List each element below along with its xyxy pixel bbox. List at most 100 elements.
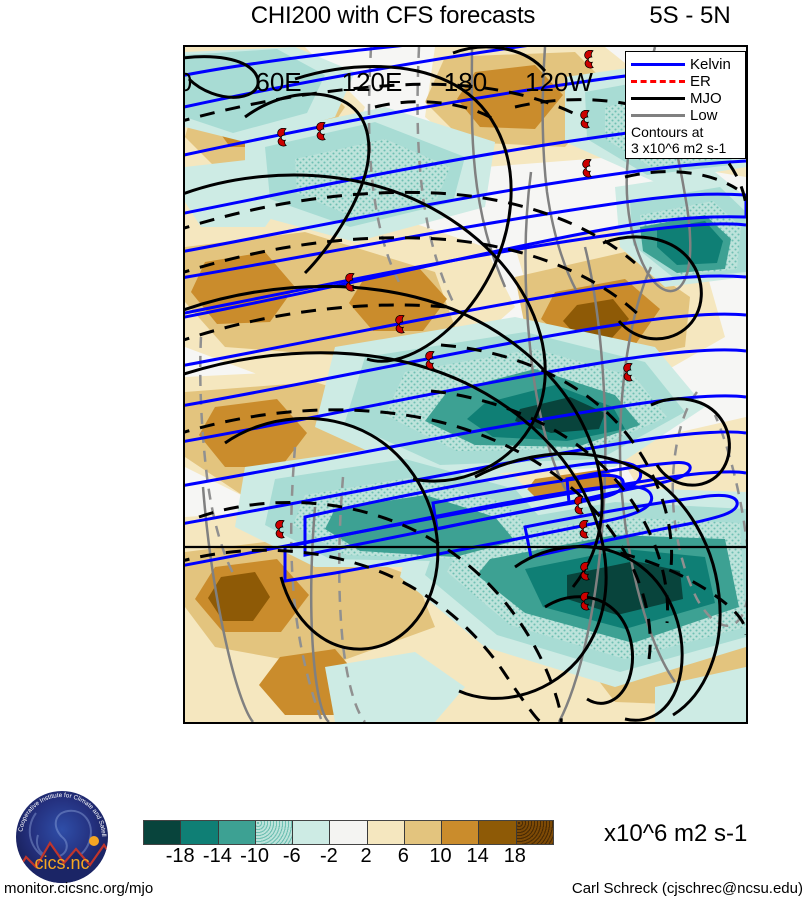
y-tick-right	[746, 722, 748, 724]
y-tick-major	[183, 216, 185, 218]
colorbar-tick-2: 2	[360, 845, 372, 867]
colorbar-units-label: x10^6 m2 s-1	[604, 820, 748, 847]
x-tick-major	[653, 722, 655, 724]
colorbar-cell-7	[404, 821, 443, 844]
tropical-cyclone-icon	[622, 363, 635, 382]
x-axis-label-120w: 120W	[525, 67, 593, 97]
y-tick-minor	[183, 300, 185, 302]
x-tick-minor	[232, 722, 234, 724]
tropical-cyclone-icon	[579, 110, 592, 129]
colorbar-cell-6	[367, 821, 405, 844]
tropical-cyclone-icon	[394, 315, 407, 334]
y-tick-right	[746, 342, 748, 344]
x-axis-label-60e: 60E	[255, 67, 302, 97]
tropical-cyclone-icon	[578, 519, 591, 539]
y-tick-right	[746, 427, 748, 429]
x-tick-top	[559, 45, 561, 47]
colorbar-cell-1	[181, 821, 219, 844]
colorbar-cell-0	[144, 821, 182, 844]
colorbar-cell-5	[330, 821, 368, 844]
x-tick-top	[232, 45, 234, 47]
x-tick-major	[279, 722, 281, 724]
colorbar-cell-9	[479, 821, 517, 844]
tropical-cyclone-marker-layer	[185, 47, 746, 722]
hovmoller-plot: 25 Mar22 Apr20 May17 Jun15 Jul 060E120E1…	[183, 45, 748, 724]
x-tick-minor	[606, 722, 608, 724]
colorbar-tick--18: -18	[165, 845, 195, 867]
y-tick-right	[746, 89, 748, 91]
legend-item-er: ER	[631, 73, 740, 90]
colorbar-tick--2: -2	[320, 845, 338, 867]
logo-sun-icon	[89, 836, 99, 846]
colorbar-tick-10: 10	[429, 845, 452, 867]
y-tick-major	[183, 553, 185, 555]
footer-url[interactable]: monitor.cicsnc.org/mjo	[4, 880, 154, 897]
x-tick-top	[325, 45, 327, 47]
x-tick-major	[746, 722, 748, 724]
y-tick-minor	[183, 174, 185, 176]
x-tick-major	[466, 722, 468, 724]
x-tick-top	[185, 45, 187, 47]
x-tick-top	[606, 45, 608, 47]
colorbar-cell-3	[255, 821, 294, 844]
tropical-cyclone-icon	[424, 351, 437, 370]
y-tick-right	[746, 595, 748, 597]
legend: Kelvin ER MJO Low Contours at 3 x10^6 m2…	[625, 51, 746, 159]
legend-item-kelvin: Kelvin	[631, 56, 740, 73]
y-tick-minor	[183, 258, 185, 260]
colorbar-tick-14: 14	[466, 845, 489, 867]
x-tick-minor	[419, 722, 421, 724]
y-tick-major	[183, 47, 185, 49]
tropical-cyclone-icon	[581, 158, 594, 178]
x-tick-top	[372, 45, 374, 47]
page-title: CHI200 with CFS forecasts	[250, 2, 536, 29]
y-tick-right	[746, 258, 748, 260]
tropical-cyclone-icon	[579, 562, 592, 581]
legend-item-mjo: MJO	[631, 90, 740, 107]
y-tick-right	[746, 174, 748, 176]
x-tick-major	[559, 722, 561, 724]
tropical-cyclone-icon	[583, 49, 596, 69]
y-tick-major	[183, 722, 185, 724]
colorbar-cell-2	[218, 821, 256, 844]
x-axis-label-120e: 120E	[341, 67, 403, 97]
x-tick-top	[653, 45, 655, 47]
tropical-cyclone-icon	[344, 272, 357, 292]
x-tick-top	[419, 45, 421, 47]
colorbar	[143, 820, 554, 845]
x-tick-top	[699, 45, 701, 47]
legend-note-line2: 3 x10^6 m2 s-1	[631, 140, 727, 156]
plot-canvas	[185, 47, 746, 722]
y-tick-minor	[183, 680, 185, 682]
y-tick-right	[746, 216, 748, 218]
x-axis-label-180: 180	[443, 67, 488, 97]
x-tick-major	[372, 722, 374, 724]
legend-label-kelvin: Kelvin	[690, 56, 731, 73]
colorbar-tick--14: -14	[202, 845, 232, 867]
x-tick-top	[746, 45, 748, 47]
colorbar-tick--10: -10	[240, 845, 269, 867]
mjo-line-swatch	[631, 97, 685, 100]
colorbar-cell-10	[516, 821, 553, 844]
y-tick-right	[746, 385, 748, 387]
x-tick-minor	[325, 722, 327, 724]
legend-label-er: ER	[690, 73, 711, 90]
legend-label-mjo: MJO	[690, 90, 722, 107]
y-tick-major	[183, 385, 185, 387]
y-tick-right	[746, 511, 748, 513]
y-tick-right	[746, 553, 748, 555]
y-tick-minor	[183, 469, 185, 471]
y-tick-minor	[183, 342, 185, 344]
y-tick-minor	[183, 638, 185, 640]
x-tick-top	[466, 45, 468, 47]
colorbar-tick--6: -6	[282, 845, 301, 867]
legend-item-low: Low	[631, 107, 740, 124]
y-tick-right	[746, 47, 748, 49]
colorbar-cell-8	[442, 821, 480, 844]
tropical-cyclone-icon	[579, 592, 592, 611]
colorbar-tick-labels: -18 -14 -10 -6 -2 2 6 10 14 18	[143, 845, 552, 869]
y-tick-right	[746, 131, 748, 133]
cics-nc-logo: cics.nc Cooperative Institute for Climat…	[6, 782, 116, 887]
logo-brand-text: cics.nc	[34, 853, 89, 873]
y-tick-right	[746, 680, 748, 682]
